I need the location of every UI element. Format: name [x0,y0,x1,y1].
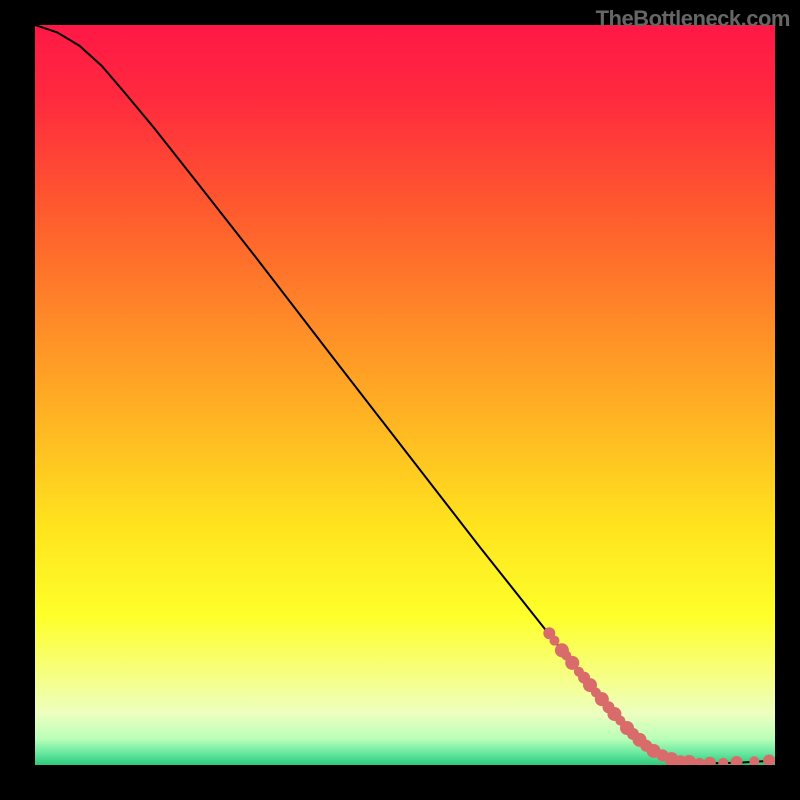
gradient-background [35,25,775,765]
bottleneck-plot [35,25,775,765]
data-point [549,636,559,646]
watermark-text: TheBottleneck.com [596,6,790,32]
chart-container: TheBottleneck.com [0,0,800,800]
